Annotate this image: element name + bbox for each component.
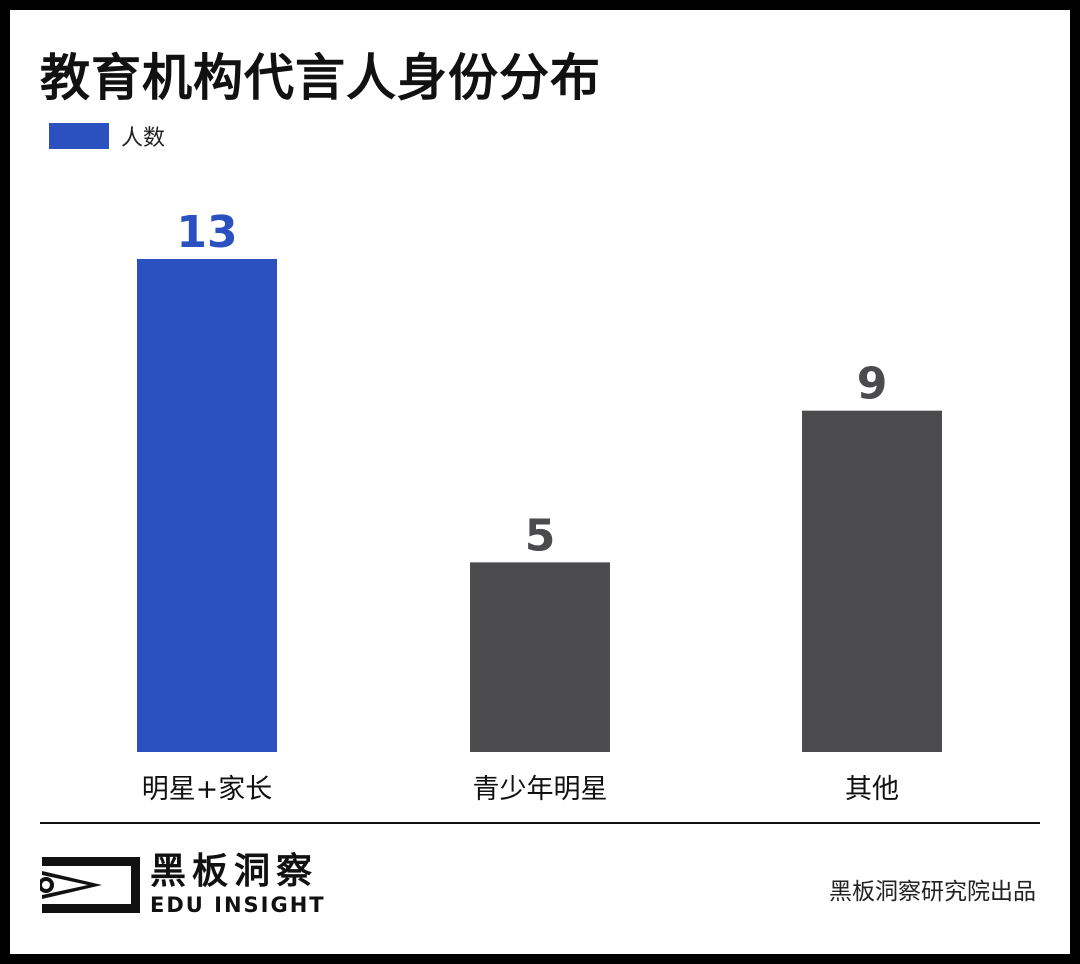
logo-text: 黑板洞察 EDU INSIGHT — [150, 852, 326, 918]
logo-english: EDU INSIGHT — [150, 893, 326, 917]
bar-1 — [137, 258, 277, 752]
category-label-3: 其他 — [845, 774, 899, 805]
chart-card: 教育机构代言人身份分布 人数 13 明星+家长 5 青少年明星 9 其他 黑板洞察 EDU… — [10, 10, 1070, 954]
footer-divider — [40, 822, 1040, 824]
bar-2 — [470, 562, 610, 752]
category-label-2: 青少年明星 — [473, 774, 608, 805]
eye-bracket-logo-icon — [40, 857, 140, 913]
bar-value-label-2: 5 — [525, 510, 556, 561]
logo-chinese: 黑板洞察 — [150, 851, 319, 892]
credit-text: 黑板洞察研究院出品 — [829, 879, 1036, 905]
brand-logo: 黑板洞察 EDU INSIGHT — [40, 852, 326, 918]
bar-value-label-1: 13 — [176, 207, 237, 258]
legend-label: 人数 — [121, 126, 166, 151]
legend: 人数 — [49, 120, 165, 152]
bar-3 — [802, 410, 942, 752]
legend-swatch — [49, 123, 109, 149]
bar-value-label-3: 9 — [857, 359, 888, 410]
category-label-1: 明星+家长 — [142, 774, 273, 805]
bar-chart: 13 明星+家长 5 青少年明星 9 其他 — [137, 207, 942, 805]
chart-title: 教育机构代言人身份分布 — [40, 49, 601, 107]
